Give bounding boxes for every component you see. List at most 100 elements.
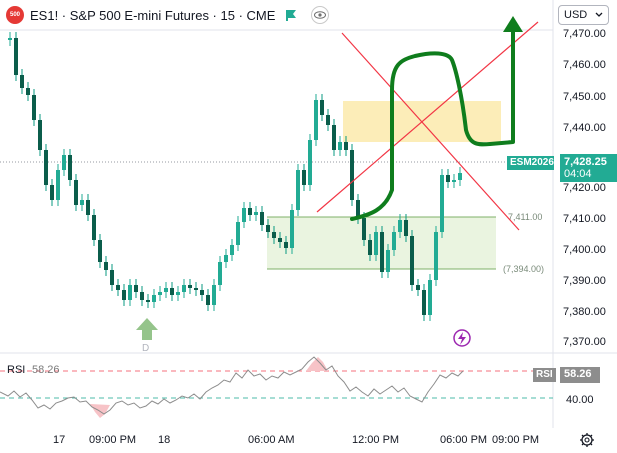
currency-select[interactable]: USD [558, 5, 609, 25]
time-axis-label: 18 [158, 434, 170, 446]
time-axis-label: 17 [53, 434, 65, 446]
candle-body [236, 222, 240, 245]
candle-body [32, 95, 36, 120]
candle-body [128, 285, 132, 300]
candle-body [140, 292, 144, 300]
candle-body [320, 100, 324, 115]
candle-body [368, 240, 372, 255]
candles-group [8, 32, 462, 321]
time-axis-label: 06:00 PM [440, 434, 487, 446]
candle-body [428, 280, 432, 315]
candle-body [152, 295, 156, 302]
candle-body [302, 170, 306, 185]
freehand-drawing[interactable] [350, 24, 515, 221]
candle-body [380, 232, 384, 272]
price-axis-label: 7,440.00 [563, 122, 606, 134]
candle-body [194, 288, 198, 290]
candle-body [122, 290, 126, 300]
chart-header: 500 ES1! · S&P 500 E-mini Futures · 15 ·… [0, 0, 553, 30]
candle-body [356, 200, 360, 218]
rsi-label[interactable]: RSI [7, 364, 25, 376]
candle-body [326, 115, 330, 125]
time-axis[interactable]: 17 09:00 PM 18 06:00 AM 12:00 PM 06:00 PM 09:0… [53, 434, 539, 446]
main-pane [0, 0, 617, 428]
price-axis-label: 7,390.00 [563, 275, 606, 287]
current-price-value: 7,428.25 [564, 156, 607, 168]
flag-icon[interactable] [285, 9, 297, 21]
rsi-pane: RSI 58.26 40.00 [0, 356, 594, 418]
rsi-tag[interactable]: RSI [533, 368, 556, 382]
candle-body [446, 175, 450, 182]
candle-body [20, 75, 24, 88]
price-axis-label: 7,470.00 [563, 28, 606, 40]
candle-body [374, 232, 378, 255]
candle-body [350, 150, 354, 200]
level-upper-label: 7,411.00 [508, 212, 542, 222]
candle-body [176, 292, 180, 295]
candle-body [26, 88, 30, 95]
freehand-arrow-head[interactable] [503, 16, 523, 32]
candle-body [242, 208, 246, 222]
currency-label: USD [564, 9, 588, 21]
countdown-value: 04:04 [564, 168, 592, 180]
candle-body [458, 173, 462, 180]
candle-body [200, 290, 204, 295]
candle-body [416, 285, 420, 290]
candle-body [410, 236, 414, 285]
rsi-line [0, 356, 464, 415]
candle-body [248, 208, 252, 215]
candle-body [404, 220, 408, 236]
rsi-value-tag[interactable]: 58.26 [560, 367, 600, 383]
candle-body [230, 245, 234, 255]
level-lower-label: (7,394.00) [503, 264, 544, 274]
symbol-title[interactable]: ES1! · S&P 500 E-mini Futures · 15 · CME [30, 7, 276, 23]
red-cross-line-1[interactable] [341, 32, 520, 231]
price-axis-label: 7,370.00 [563, 336, 606, 348]
time-axis-label: 12:00 PM [352, 434, 399, 446]
lightning-bolt-shape [458, 332, 466, 345]
candle-body [398, 220, 402, 232]
settings-gear-icon[interactable] [578, 431, 596, 449]
lightning-icon[interactable] [453, 329, 471, 347]
red-cross-line-2[interactable] [316, 21, 539, 213]
candle-body [224, 255, 228, 262]
candle-body [170, 288, 174, 295]
candle-body [434, 232, 438, 280]
candle-body [134, 285, 138, 292]
candle-body [218, 262, 222, 285]
price-axis[interactable]: 7,470.00 7,460.00 7,450.00 7,440.00 7,420.00… [563, 28, 606, 348]
rsi-overbought-fill [306, 357, 328, 371]
price-axis-label: 7,410.00 [563, 213, 606, 225]
ticker-tag[interactable]: ESM2026 [507, 156, 554, 170]
candle-body [110, 270, 114, 285]
chevron-down-icon [595, 12, 603, 17]
eye-icon[interactable] [311, 6, 330, 24]
candle-body [80, 200, 84, 205]
candle-body [296, 170, 300, 210]
candle-body [86, 200, 90, 215]
price-axis-label: 7,400.00 [563, 244, 606, 256]
candle-body [440, 175, 444, 232]
candle-body [212, 285, 216, 305]
candle-body [260, 212, 264, 225]
candle-body [14, 38, 18, 75]
candle-body [338, 142, 342, 150]
candle-body [314, 100, 318, 140]
symbol-badge-icon[interactable]: 500 [6, 6, 24, 24]
candle-body [308, 140, 312, 185]
time-axis-label: 09:00 PM [492, 434, 539, 446]
candle-body [8, 38, 12, 40]
candle-body [158, 292, 162, 295]
candle-body [206, 295, 210, 305]
current-price-tag[interactable]: 7,428.25 04:04 [560, 154, 617, 182]
rsi-value: 58.26 [32, 364, 60, 376]
candle-body [422, 290, 426, 315]
price-axis-label: 7,450.00 [563, 91, 606, 103]
candle-body [38, 120, 42, 150]
price-axis-label: 7,380.00 [563, 306, 606, 318]
up-arrow-marker-icon[interactable] [136, 318, 158, 340]
price-axis-label: 7,460.00 [563, 59, 606, 71]
candle-body [116, 285, 120, 290]
candle-body [272, 232, 276, 238]
